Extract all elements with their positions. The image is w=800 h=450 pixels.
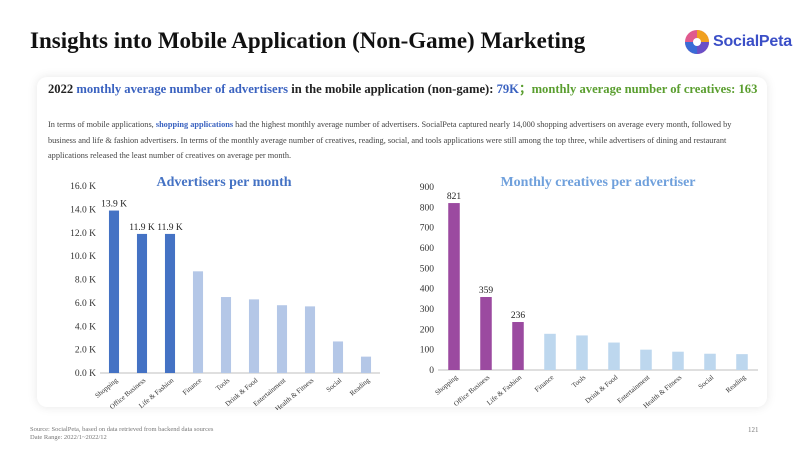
x-tick-label: Social: [697, 373, 716, 390]
bar-social: [332, 341, 344, 373]
x-tick-label: Shopping: [434, 373, 460, 397]
y-tick-label: 0.0 K: [75, 369, 96, 379]
socialpeta-logo-icon: [685, 30, 709, 54]
headline-middle: in the mobile application (non-game):: [288, 82, 497, 96]
bar-tools: [220, 297, 232, 373]
socialpeta-logo: SocialPeta: [684, 26, 794, 58]
bar-health-fitness: [672, 351, 684, 370]
y-tick-label: 8.0 K: [75, 276, 96, 286]
y-tick-label: 500: [420, 264, 435, 274]
y-tick-label: 16.0 K: [70, 182, 96, 192]
y-tick-label: 12.0 K: [70, 229, 96, 239]
x-tick-label: Social: [325, 376, 344, 393]
headline-metric-advertisers: monthly average number of advertisers: [76, 82, 289, 96]
creatives-chart-svg: Monthly creatives per advertiser 0 100 200 3…: [420, 175, 758, 410]
y-tick-label: 2.0 K: [75, 346, 96, 356]
x-tick-label: Tools: [570, 373, 587, 389]
bar-life-fashion: [164, 233, 176, 373]
page-number: 121: [748, 426, 759, 434]
y-tick-label: 600: [420, 244, 435, 254]
headline-metric-creatives: monthly average number of creatives: 163: [531, 82, 758, 96]
bar-reading: [736, 354, 748, 370]
y-tick-label: 0: [429, 366, 434, 376]
y-tick-label: 800: [420, 203, 435, 213]
y-tick-label: 200: [420, 325, 435, 335]
y-tick-label: 300: [420, 305, 435, 315]
headline: 2022 monthly average number of advertise…: [48, 81, 758, 97]
data-label: 11.9 K: [157, 223, 183, 233]
y-tick-label: 900: [420, 183, 435, 193]
paragraph-before: In terms of mobile applications,: [48, 120, 156, 129]
bar-reading: [360, 356, 372, 373]
bar-drink-food: [608, 342, 620, 370]
bar-office-business: [136, 233, 148, 373]
bar-tools: [576, 335, 588, 370]
headline-prefix: 2022: [48, 82, 77, 96]
x-tick-label: Tools: [214, 376, 231, 392]
y-tick-label: 100: [420, 346, 435, 356]
bar-social: [704, 353, 716, 370]
y-tick-label: 4.0 K: [75, 322, 96, 332]
chart-title: Monthly creatives per advertiser: [500, 175, 695, 190]
y-tick-label: 400: [420, 285, 435, 295]
bar-finance: [544, 333, 556, 370]
chart-title: Advertisers per month: [156, 175, 291, 190]
bar-life-fashion: [512, 322, 524, 370]
bar-shopping: [448, 203, 460, 370]
x-tick-label: Finance: [181, 376, 203, 396]
slide-title: Insights into Mobile Application (Non-Ga…: [30, 28, 586, 53]
data-label: 821: [447, 192, 462, 202]
data-label: 13.9 K: [101, 200, 127, 210]
x-tick-label: Reading: [724, 373, 747, 394]
y-tick-label: 6.0 K: [75, 299, 96, 309]
y-tick-label: 14.0 K: [70, 205, 96, 215]
x-tick-label: Drink & Food: [584, 373, 620, 405]
advertisers-chart: Advertisers per month 0.0 K 2.0 K 4.0 K 6.0 …: [40, 170, 390, 410]
bar-entertainment: [276, 305, 288, 373]
bar-finance: [192, 271, 204, 373]
x-tick-label: Shopping: [94, 376, 120, 400]
data-label: 359: [479, 286, 494, 296]
x-tick-label: Finance: [533, 373, 555, 393]
data-label: 11.9 K: [129, 223, 155, 233]
headline-value-advertisers: 79K: [496, 82, 519, 96]
logo-text: SocialPeta: [713, 33, 792, 50]
bar-drink-food: [248, 299, 260, 373]
bar-office-business: [480, 297, 492, 370]
advertisers-chart-svg: Advertisers per month 0.0 K 2.0 K 4.0 K 6.0 …: [70, 175, 380, 410]
bar-health-fitness: [304, 306, 316, 373]
y-tick-label: 700: [420, 224, 435, 234]
paragraph-highlight: shopping applications: [155, 120, 234, 129]
paragraph-after: had the highest monthly average number o…: [48, 120, 732, 160]
headline-separator: ；: [518, 82, 532, 96]
x-tick-label: Life & Fashion: [485, 373, 523, 407]
source-note: Source: SocialPeta, based on data retrie…: [30, 426, 214, 433]
date-range: Date Range: 2022/1~2022/12: [30, 434, 107, 441]
creatives-chart: Monthly creatives per advertiser 0 100 200 3…: [398, 170, 768, 410]
data-label: 236: [511, 311, 526, 321]
summary-paragraph: In terms of mobile applications, shoppin…: [48, 117, 758, 164]
y-tick-label: 10.0 K: [70, 252, 96, 262]
footer-source: Source: SocialPeta, based on data retrie…: [30, 426, 213, 442]
bar-entertainment: [640, 349, 652, 370]
x-tick-label: Reading: [348, 376, 371, 397]
bar-shopping: [108, 210, 120, 373]
